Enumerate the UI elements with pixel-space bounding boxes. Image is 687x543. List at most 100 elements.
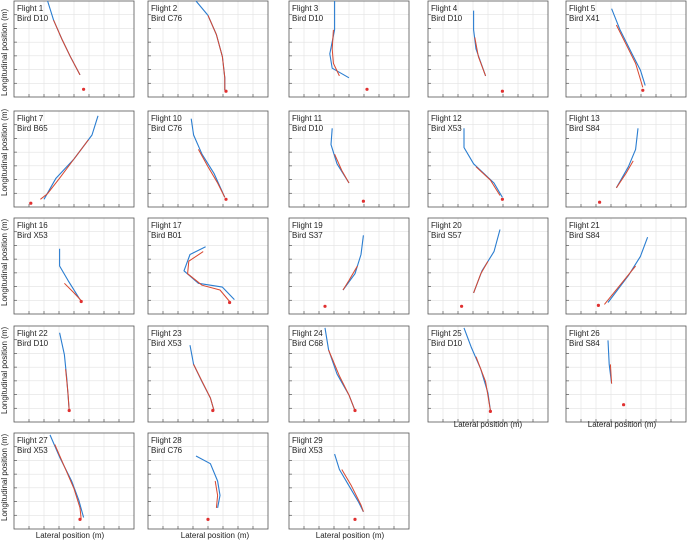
y-axis-label-row1: Longitudinal position (m) <box>0 8 9 97</box>
panel-title: Flight 12 <box>431 114 462 123</box>
panel-subtitle: Bird B01 <box>151 231 182 240</box>
panel-subtitle: Bird C76 <box>151 446 183 455</box>
series-line-red <box>197 149 226 198</box>
panel-title: Flight 2 <box>151 4 178 13</box>
target-marker <box>622 403 626 407</box>
panel-title: Flight 28 <box>151 436 182 445</box>
panel-subtitle: Bird X53 <box>17 446 48 455</box>
series-line-red <box>328 349 356 411</box>
series-line-red <box>40 139 89 200</box>
panel-subtitle: Bird D10 <box>292 14 324 23</box>
plot-frame <box>565 0 687 98</box>
panel-title: Flight 16 <box>17 221 48 230</box>
panel-subtitle: Bird S37 <box>292 231 323 240</box>
panel-subtitle: Bird S84 <box>569 124 600 133</box>
panel-subtitle: Bird D10 <box>431 14 463 23</box>
panel-title: Flight 19 <box>292 221 323 230</box>
panel-title: Flight 4 <box>431 4 458 13</box>
y-axis-label-row2: Longitudinal position (m) <box>0 108 9 197</box>
series-line-red <box>342 265 358 291</box>
plot-frame <box>288 325 410 423</box>
series-line-red <box>475 356 491 411</box>
plot-frame <box>288 0 410 98</box>
series-line-blue <box>342 235 364 291</box>
plot-frame <box>13 325 135 423</box>
panel-subtitle: Bird D10 <box>17 339 49 348</box>
y-axis-label-row5: Longitudinal position (m) <box>0 433 9 522</box>
target-marker <box>78 517 82 522</box>
panel-title: Flight 29 <box>292 436 323 445</box>
plot-frame <box>565 110 687 208</box>
plot-frame <box>13 0 135 98</box>
target-marker <box>206 517 210 522</box>
plot-frame <box>427 325 549 423</box>
y-axis-label-row3: Longitudinal position (m) <box>0 218 9 307</box>
panel-title: Flight 5 <box>569 4 596 13</box>
series-line-blue <box>195 455 221 509</box>
panel-subtitle: Bird C76 <box>151 124 183 133</box>
panel-title: Flight 11 <box>292 114 323 123</box>
panel-title: Flight 25 <box>431 329 462 338</box>
panel-title: Flight 3 <box>292 4 319 13</box>
series-line-red <box>474 37 487 77</box>
series-line-red <box>54 444 82 520</box>
plot-frame <box>288 432 410 530</box>
panel-subtitle: Bird X41 <box>569 14 600 23</box>
series-line-red <box>341 469 364 512</box>
series-line-red <box>604 265 636 305</box>
series-line-red <box>331 29 340 77</box>
panel-title: Flight 27 <box>17 436 48 445</box>
target-marker <box>211 408 215 413</box>
series-line-blue <box>329 1 350 79</box>
panel-title: Flight 13 <box>569 114 600 123</box>
panel-subtitle: Bird S84 <box>569 339 600 348</box>
panel-subtitle: Bird X53 <box>431 124 462 133</box>
panel-subtitle: Bird X53 <box>17 231 48 240</box>
plot-frame <box>147 0 269 98</box>
series-line-red <box>473 260 489 294</box>
panel-subtitle: Bird X53 <box>151 339 182 348</box>
panel-subtitle: Bird B65 <box>17 124 48 133</box>
series-line-red <box>214 480 219 508</box>
target-marker <box>361 199 365 203</box>
plot-frame <box>427 110 549 208</box>
plot-frame <box>147 432 269 530</box>
panel-title: Flight 17 <box>151 221 182 230</box>
panel-title: Flight 7 <box>17 114 44 123</box>
target-marker <box>29 201 33 205</box>
target-marker <box>82 87 86 91</box>
target-marker <box>365 87 369 91</box>
target-marker <box>224 197 228 201</box>
panel-subtitle: Bird X53 <box>292 446 323 455</box>
plot-frame <box>427 0 549 98</box>
series-line-red <box>615 160 634 189</box>
series-line-red <box>334 153 350 184</box>
panel-title: Flight 23 <box>151 329 182 338</box>
series-line-blue <box>59 248 81 300</box>
series-line-red <box>187 251 230 302</box>
panel-subtitle: Bird C76 <box>151 14 183 23</box>
plot-frame <box>13 110 135 208</box>
x-axis-label-col5: Lateral position (m) <box>587 420 657 429</box>
panel-subtitle: Bird D10 <box>17 14 49 23</box>
series-line-blue <box>607 237 649 303</box>
panel-title: Flight 1 <box>17 4 44 13</box>
series-line-blue <box>611 8 646 86</box>
target-marker <box>79 299 83 304</box>
series-line-blue <box>615 128 639 189</box>
series-line-red <box>615 24 644 88</box>
plot-frame <box>288 217 410 315</box>
plot-frame <box>147 325 269 423</box>
target-marker <box>323 304 327 308</box>
target-marker <box>641 88 645 92</box>
